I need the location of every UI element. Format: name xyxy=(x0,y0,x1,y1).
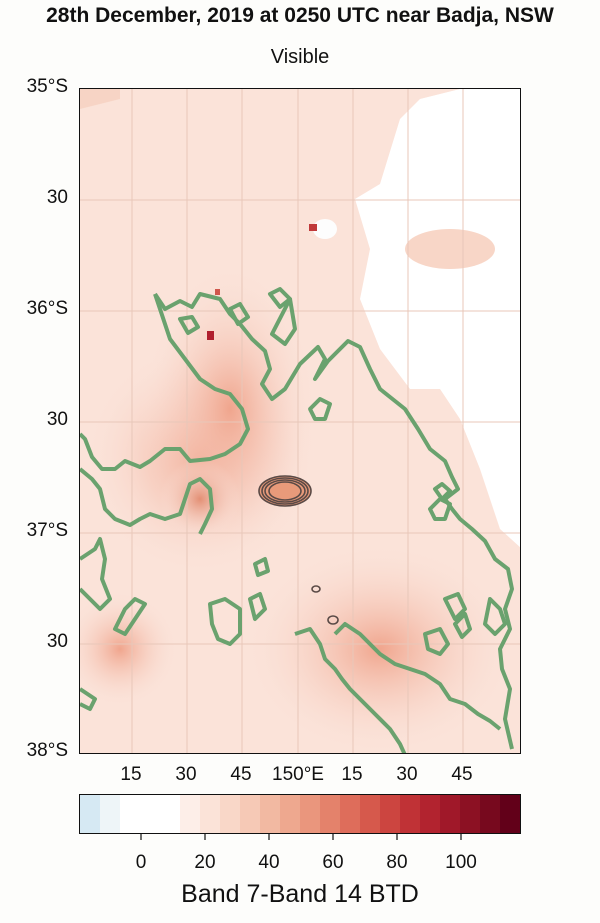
lon-label: 15 xyxy=(341,764,363,785)
graticule xyxy=(80,89,520,753)
colorbar-swatch xyxy=(280,795,300,833)
colorbar-swatch xyxy=(80,795,100,833)
colorbar-swatch xyxy=(220,795,240,833)
hot-pixel xyxy=(309,224,317,231)
colorbar-swatch xyxy=(320,795,340,833)
colorbar-swatch xyxy=(380,795,400,833)
colorbar-tick-label: 100 xyxy=(445,852,477,873)
lon-label: 30 xyxy=(396,764,418,785)
colorbar-swatch xyxy=(360,795,380,833)
colorbar-swatch xyxy=(300,795,320,833)
figure-subtitle: Visible xyxy=(270,46,330,68)
warm-region xyxy=(80,589,180,709)
lat-label: 35°S xyxy=(26,76,68,97)
colorbar-swatch xyxy=(460,795,480,833)
satellite-map xyxy=(79,88,521,754)
colorbar-swatch xyxy=(100,795,120,833)
lon-label: 150°E xyxy=(272,764,324,785)
colorbar-swatch xyxy=(260,795,280,833)
colorbar-ticks xyxy=(140,834,462,840)
clear-region xyxy=(355,89,520,548)
colorbar-swatch xyxy=(160,795,180,833)
warm-region xyxy=(160,459,240,539)
colorbar-tick-label: 20 xyxy=(194,852,216,873)
colorbar-swatch xyxy=(480,795,500,833)
hot-pixel xyxy=(207,331,214,340)
colorbar-tick-label: 40 xyxy=(258,852,280,873)
colorbar-swatch xyxy=(440,795,460,833)
map-svg xyxy=(80,89,520,753)
colorbar-swatch xyxy=(140,795,160,833)
colorbar-swatch xyxy=(240,795,260,833)
colorbar-swatch xyxy=(400,795,420,833)
lon-label: 45 xyxy=(230,764,252,785)
colorbar-swatch xyxy=(340,795,360,833)
lon-label: 30 xyxy=(175,764,197,785)
colorbar-tick-label: 0 xyxy=(135,852,147,873)
colorbar-tick-label: 60 xyxy=(322,852,344,873)
colorbar-swatch xyxy=(120,795,140,833)
lon-label: 15 xyxy=(120,764,142,785)
colorbar-label: Band 7-Band 14 BTD xyxy=(181,880,419,908)
lat-label: 37°S xyxy=(26,520,68,541)
warm-region xyxy=(405,229,495,269)
fire-contours xyxy=(258,475,339,625)
colorbar-swatch xyxy=(200,795,220,833)
lat-label: 30 xyxy=(46,187,68,208)
colorbar xyxy=(79,794,521,834)
lat-label: 30 xyxy=(46,409,68,430)
lon-label: 45 xyxy=(451,764,473,785)
hot-pixel xyxy=(215,289,220,295)
lat-label: 30 xyxy=(46,631,68,652)
colorbar-swatch xyxy=(180,795,200,833)
clear-region xyxy=(313,219,337,239)
colorbar-tick-label: 80 xyxy=(386,852,408,873)
lat-label: 36°S xyxy=(26,298,68,319)
warm-region xyxy=(80,89,120,109)
colorbar-swatch xyxy=(420,795,440,833)
figure-title: 28th December, 2019 at 0250 UTC near Bad… xyxy=(46,4,554,27)
lat-label: 38°S xyxy=(26,740,68,761)
boundary-contours xyxy=(80,287,514,753)
colorbar-swatch xyxy=(500,795,520,833)
